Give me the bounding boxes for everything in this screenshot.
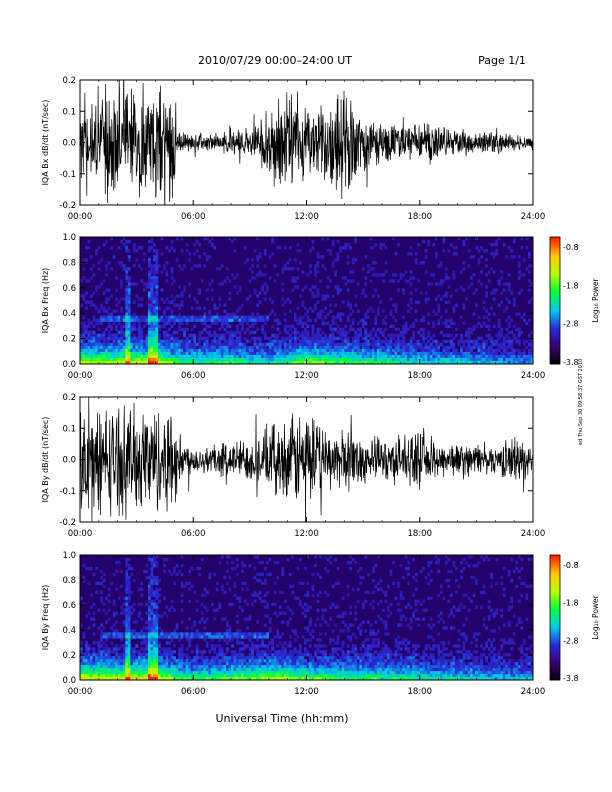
waveform-trace	[80, 397, 533, 522]
y-tick-label: 0.0	[62, 456, 76, 466]
y-tick-label: 0.0	[62, 360, 76, 370]
x-tick-label: 06:00	[181, 687, 206, 697]
colorbar	[549, 554, 561, 681]
y-axis-label: IQA By dB/dt (nT/sec)	[41, 417, 50, 503]
y-tick-label: 0.8	[62, 576, 76, 586]
x-tick-label: 12:00	[294, 529, 319, 539]
colorbar	[549, 236, 561, 365]
x-tick-label: 00:00	[68, 529, 93, 539]
x-tick-label: 24:00	[521, 687, 546, 697]
colorbar-tick-label: -3.8	[563, 358, 579, 367]
y-tick-label: -0.2	[59, 518, 76, 528]
spectrogram-image	[80, 555, 534, 681]
y-tick-label: 0.0	[62, 676, 76, 686]
x-tick-label: 00:00	[68, 687, 93, 697]
y-axis-label: IQA By Freq (Hz)	[41, 585, 50, 651]
colorbar-tick-label: -2.8	[563, 636, 579, 645]
y-tick-label: 0.6	[62, 284, 76, 294]
x-tick-label: 18:00	[408, 529, 433, 539]
date-range-title: 2010/07/29 00:00–24:00 UT	[198, 54, 352, 67]
colorbar-label: Log₁₀ Power	[591, 277, 600, 322]
x-tick-label: 00:00	[68, 371, 93, 381]
x-axis-title: Universal Time (hh:mm)	[216, 712, 349, 725]
y-tick-label: 0.4	[62, 626, 76, 636]
x-tick-label: 00:00	[68, 212, 93, 222]
colorbar-tick-label: -3.8	[563, 674, 579, 683]
x-tick-label: 24:00	[521, 212, 546, 222]
colorbar-tick-label: -0.8	[563, 561, 579, 570]
page-indicator: Page 1/1	[478, 54, 526, 67]
x-tick-label: 18:00	[408, 212, 433, 222]
y-tick-label: 0.0	[62, 139, 76, 149]
y-tick-label: 0.8	[62, 258, 76, 268]
spectrogram-image	[80, 237, 534, 365]
x-tick-label: 06:00	[181, 529, 206, 539]
y-axis-label: IQA Bx dB/dt (nT/sec)	[41, 100, 50, 186]
waveform-trace	[80, 80, 533, 205]
y-tick-label: 0.4	[62, 309, 76, 319]
side-timestamp: ed Thu Sep 30 09:58:37 GST 2010	[578, 359, 584, 445]
y-tick-label: 0.2	[62, 651, 76, 661]
x-tick-label: 24:00	[521, 529, 546, 539]
y-tick-label: 1.0	[62, 551, 76, 561]
y-tick-label: 0.1	[62, 107, 76, 117]
bx-spectrogram-panel: -0.8 -1.8 -2.8 -3.8 Log₁₀ Power 00:00 06:00 12:…	[41, 233, 600, 381]
colorbar-tick-label: -2.8	[563, 320, 579, 329]
x-tick-label: 12:00	[294, 687, 319, 697]
x-tick-label: 18:00	[408, 371, 433, 381]
by-spectrogram-panel: -0.8 -1.8 -2.8 -3.8 Log₁₀ Power 00:00 06:00 12:…	[41, 551, 600, 697]
x-tick-label: 06:00	[181, 371, 206, 381]
x-tick-label: 06:00	[181, 212, 206, 222]
x-tick-label: 12:00	[294, 371, 319, 381]
y-tick-label: -0.2	[59, 201, 76, 211]
y-tick-label: 0.2	[62, 76, 76, 86]
y-tick-label: 0.1	[62, 424, 76, 434]
y-tick-label: -0.1	[59, 487, 76, 497]
y-tick-label: 0.2	[62, 393, 76, 403]
bx-dbdt-panel: 00:00 06:00 12:00 18:00 24:00 0.2 0.1 0.0 -0.1 -0…	[41, 76, 546, 222]
by-dbdt-panel: 00:00 06:00 12:00 18:00 24:00 0.2 0.1 0.0 -0.1 -0…	[41, 393, 545, 539]
y-tick-label: 0.6	[62, 601, 76, 611]
colorbar-label: Log₁₀ Power	[591, 594, 600, 639]
colorbar-frame	[549, 236, 561, 365]
y-tick-label: 0.2	[62, 335, 76, 345]
x-tick-label: 12:00	[294, 212, 319, 222]
x-tick-label: 18:00	[408, 687, 433, 697]
y-tick-label: 1.0	[62, 233, 76, 243]
colorbar-tick-label: -1.8	[563, 599, 579, 608]
colorbar-tick-label: -1.8	[563, 281, 579, 290]
y-tick-label: -0.1	[59, 170, 76, 180]
y-axis-label: IQA Bx Freq (Hz)	[41, 268, 50, 334]
colorbar-tick-label: -0.8	[563, 243, 579, 252]
x-tick-label: 24:00	[521, 371, 546, 381]
colorbar-frame	[549, 554, 561, 681]
